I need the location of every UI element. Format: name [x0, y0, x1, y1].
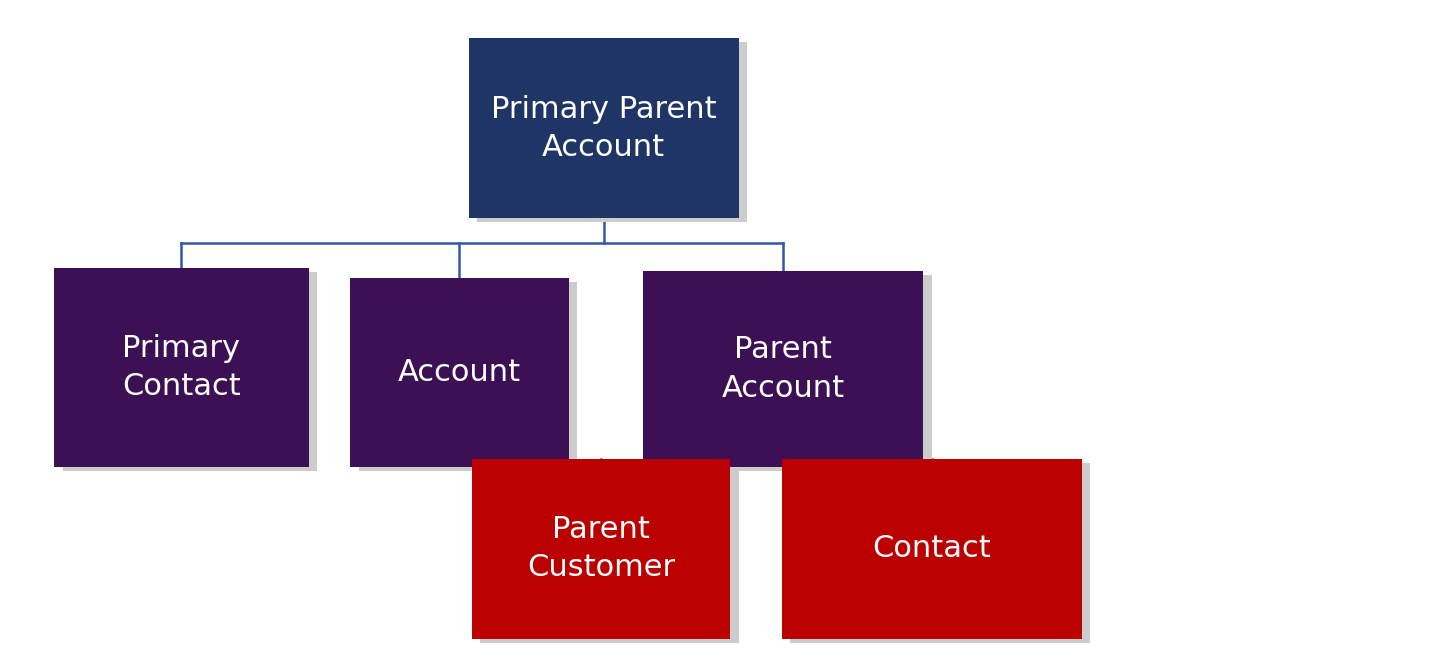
FancyBboxPatch shape [652, 275, 932, 471]
FancyBboxPatch shape [472, 459, 730, 639]
FancyBboxPatch shape [359, 282, 577, 471]
Text: Primary Parent
Account: Primary Parent Account [492, 95, 716, 162]
Text: Parent
Customer: Parent Customer [527, 515, 674, 583]
FancyBboxPatch shape [54, 268, 309, 467]
FancyBboxPatch shape [790, 463, 1090, 643]
FancyBboxPatch shape [469, 38, 739, 218]
FancyBboxPatch shape [643, 271, 923, 467]
Text: Primary
Contact: Primary Contact [121, 334, 242, 401]
FancyBboxPatch shape [782, 459, 1082, 639]
FancyBboxPatch shape [477, 42, 747, 222]
FancyBboxPatch shape [63, 272, 317, 471]
Text: Parent
Account: Parent Account [722, 336, 845, 402]
FancyBboxPatch shape [350, 278, 569, 467]
Text: Contact: Contact [872, 534, 992, 563]
Text: Account: Account [397, 358, 522, 387]
FancyBboxPatch shape [480, 463, 739, 643]
